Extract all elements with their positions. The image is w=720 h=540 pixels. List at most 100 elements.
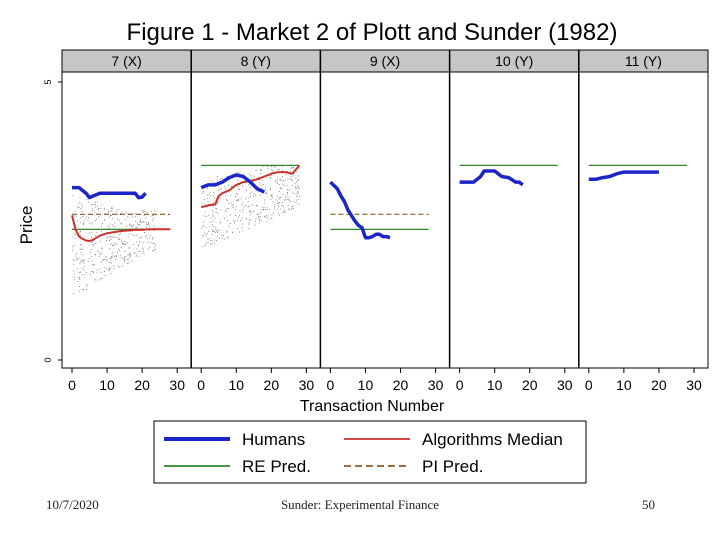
algorithm-trade-point (261, 209, 263, 210)
algorithm-trade-point (286, 198, 288, 200)
algorithm-trade-point (228, 184, 229, 186)
footer-center-text: Sunder: Experimental Finance (280, 497, 440, 512)
algorithm-trade-point (103, 266, 105, 268)
algorithm-trade-point (154, 249, 156, 251)
chart-figure: Figure 1 - Market 2 of Plott and Sunder … (17, 19, 709, 484)
algorithm-trade-point (264, 202, 266, 204)
algorithm-trade-point (249, 204, 251, 206)
algorithm-trade-point (121, 241, 123, 243)
algorithm-trade-point (96, 201, 98, 203)
algorithm-trade-point (118, 248, 119, 250)
algorithm-trade-point (206, 233, 208, 234)
algorithm-trade-point (131, 233, 133, 235)
algorithm-trade-point (277, 195, 278, 197)
algorithm-trade-point (96, 272, 98, 274)
algorithm-trade-point (104, 207, 106, 209)
algorithm-trade-point (109, 258, 111, 259)
humans-line (329, 180, 391, 240)
algorithm-trade-point (113, 268, 115, 269)
algorithm-trade-point (273, 166, 275, 168)
algorithm-trade-point (82, 211, 83, 213)
algorithm-trade-point (250, 186, 251, 188)
algorithms-median-line (71, 215, 171, 243)
algorithm-trade-point (237, 186, 239, 188)
algorithm-trade-point (213, 239, 215, 241)
x-tick-label: 10 (487, 377, 503, 393)
algorithm-trade-point (237, 199, 238, 201)
algorithm-trade-point (266, 220, 268, 222)
algorithm-trade-point (138, 244, 139, 246)
algorithm-trade-point (281, 170, 283, 171)
algorithm-trade-point (208, 231, 210, 232)
algorithm-trade-point (203, 235, 204, 237)
algorithm-trade-point (79, 196, 81, 198)
algorithm-trade-point (278, 168, 280, 170)
algorithm-trade-point (99, 240, 101, 242)
algorithm-trade-point (106, 240, 107, 242)
algorithm-trade-point (92, 204, 94, 206)
algorithm-trade-point (270, 189, 271, 191)
algorithm-trade-point (291, 167, 293, 169)
algorithm-trade-point (102, 248, 103, 250)
algorithm-trade-point (271, 195, 273, 197)
algorithm-trade-point (74, 234, 76, 236)
algorithm-trade-point (111, 253, 113, 255)
algorithm-trade-point (146, 224, 148, 226)
algorithm-trade-point (288, 199, 290, 201)
algorithm-trade-point (119, 250, 121, 252)
algorithm-trade-point (118, 237, 120, 239)
algorithm-trade-point (203, 190, 204, 192)
algorithm-trade-point (279, 178, 281, 180)
algorithm-trade-point (112, 218, 114, 220)
algorithm-trade-point (236, 200, 237, 202)
algorithm-trade-point (111, 237, 113, 238)
algorithm-trade-point (210, 217, 212, 219)
algorithm-trade-point (143, 253, 145, 255)
algorithm-trade-point (88, 258, 90, 260)
algorithm-trade-point (86, 284, 88, 286)
algorithm-trade-point (216, 202, 218, 204)
algorithm-trade-point (120, 232, 122, 234)
algorithm-trade-point (284, 211, 286, 213)
algorithm-trade-point (298, 167, 300, 169)
algorithm-trade-point (298, 179, 299, 181)
algorithm-trade-point (114, 222, 116, 224)
algorithm-trade-point (236, 172, 238, 173)
algorithm-trade-point (249, 211, 250, 212)
algorithm-trade-point (123, 243, 125, 245)
algorithm-trade-point (150, 242, 152, 243)
algorithm-trade-point (110, 257, 112, 259)
legend-label-re: RE Pred. (242, 457, 311, 476)
algorithm-trade-point (94, 204, 96, 205)
algorithm-trade-point (111, 206, 113, 208)
algorithm-trade-point (298, 175, 300, 177)
algorithm-trade-point (215, 207, 217, 209)
algorithm-trade-point (221, 235, 223, 237)
legend-label-humans: Humans (242, 430, 305, 449)
algorithm-trade-point (113, 265, 115, 267)
algorithm-trade-point (217, 212, 219, 214)
algorithm-trade-point (217, 180, 218, 182)
algorithm-trade-point (210, 240, 211, 241)
algorithm-trade-point (74, 260, 75, 262)
algorithm-trade-point (205, 234, 206, 236)
algorithm-trade-point (73, 293, 75, 294)
algorithm-trade-point (94, 220, 96, 221)
algorithm-trade-point (282, 180, 284, 181)
algorithm-trade-point (293, 167, 294, 169)
algorithm-trade-point (277, 176, 278, 178)
algorithm-trade-point (153, 227, 155, 229)
panel-label: 8 (Y) (241, 53, 271, 69)
algorithm-trade-point (87, 201, 89, 203)
algorithm-trade-point (72, 195, 74, 197)
algorithm-trade-point (266, 209, 268, 211)
algorithm-trade-point (76, 253, 77, 254)
algorithm-trade-point (238, 216, 239, 218)
algorithm-trade-point (292, 206, 294, 208)
algorithm-trade-point (214, 197, 215, 199)
algorithm-trade-point (101, 278, 103, 279)
algorithm-trade-point (125, 256, 127, 258)
algorithm-trade-point (220, 209, 222, 211)
algorithm-trade-point (91, 222, 93, 223)
algorithm-trade-point (141, 210, 143, 212)
